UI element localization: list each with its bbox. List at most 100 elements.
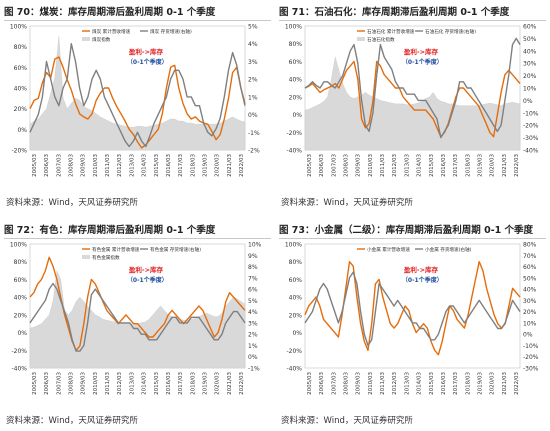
right-axis-tick-label: 10% [523, 86, 537, 93]
x-axis-tick-label: 2019/03 [202, 372, 208, 395]
left-axis-tick-label: -40% [286, 148, 302, 155]
annotation-line1: 盈利->库存 [128, 47, 164, 56]
right-axis-tick-label: 4% [248, 41, 258, 48]
panel-title: 图 71：石油石化：库存周期滞后盈利周期 0-1 个季度 [279, 4, 546, 21]
left-axis-tick-label: 0% [17, 127, 27, 134]
right-axis-tick-label: 30% [523, 61, 537, 68]
series-line-revenue [29, 56, 246, 149]
legend-swatch [357, 37, 365, 41]
right-axis-tick-label: 3% [248, 320, 258, 327]
x-axis-tick-label: 2015/03 [154, 372, 160, 395]
right-axis-tick-label: 0% [523, 332, 533, 339]
left-axis-tick-label: 20% [289, 94, 303, 101]
right-axis-tick-label: 9% [248, 253, 258, 260]
right-axis-tick-label: 50% [523, 275, 537, 282]
x-axis-tick-label: 2011/03 [380, 154, 386, 177]
right-axis-tick-label: 30% [523, 298, 537, 305]
x-axis-tick-label: 2011/03 [105, 372, 111, 395]
right-axis-tick-label: 3% [248, 59, 258, 66]
x-axis-tick-label: 2009/03 [356, 154, 362, 177]
legend-label: 石油石化指数 [367, 36, 395, 43]
x-axis-tick-label: 2005/03 [307, 154, 313, 177]
right-axis-tick-label: 40% [523, 287, 537, 294]
x-axis-tick-label: 2019/03 [477, 372, 483, 395]
annotation-line1: 盈利->库存 [403, 47, 439, 56]
left-axis-tick-label: 0% [292, 112, 302, 119]
x-axis-tick-label: 2010/03 [93, 372, 99, 395]
x-axis-tick-label: 2010/03 [93, 154, 99, 177]
right-axis-tick-label: -10% [523, 110, 539, 117]
right-axis-tick-label: 10% [248, 242, 262, 249]
x-axis-tick-label: 2017/03 [178, 154, 184, 177]
annotation-line1: 盈利->库存 [403, 265, 439, 274]
x-axis-tick-label: 2018/03 [465, 154, 471, 177]
right-axis-tick-label: -10% [523, 343, 539, 350]
chart-panel-petrochem: 图 71：石油石化：库存周期滞后盈利周期 0-1 个季度 100% 80% 60% 4… [277, 2, 548, 212]
x-axis-tick-label: 2012/03 [392, 372, 398, 395]
x-axis-tick-label: 2020/03 [215, 154, 221, 177]
left-axis-tick-label: -40% [11, 366, 27, 373]
left-axis-tick-label: 20% [14, 312, 28, 319]
x-axis-tick-label: 2008/03 [344, 154, 350, 177]
right-axis-tick-label: 2% [248, 77, 258, 84]
right-axis-tick-label: 1% [248, 94, 258, 101]
right-axis-tick-label: 60% [523, 264, 537, 271]
x-axis-tick-label: 2009/03 [81, 372, 87, 395]
x-axis-tick-label: 2014/03 [417, 154, 423, 177]
legend-swatch [82, 37, 90, 41]
x-axis-tick-label: 2014/03 [142, 154, 148, 177]
x-axis-tick-label: 2007/03 [331, 154, 337, 177]
left-axis-tick-label: 60% [14, 277, 28, 284]
x-axis-tick-label: 2021/03 [227, 154, 233, 177]
left-axis-tick-label: 80% [14, 44, 28, 51]
x-axis-tick-label: 2022/03 [239, 154, 245, 177]
left-axis-tick-label: 0% [17, 330, 27, 337]
annotation-line2: （0-1个季度） [402, 58, 443, 66]
x-axis-tick-label: 2020/03 [490, 372, 496, 395]
source-note: 资料来源：Wind，天风证券研究所 [281, 198, 413, 208]
x-axis-tick-label: 2017/03 [178, 372, 184, 395]
x-axis-tick-label: 2013/03 [129, 154, 135, 177]
annotation-line1: 盈利->库存 [128, 265, 164, 274]
right-axis-tick-label: 40% [523, 48, 537, 55]
right-axis-tick-label: 60% [523, 24, 537, 31]
series-line-inventory [304, 37, 521, 139]
x-axis-tick-label: 2014/03 [142, 372, 148, 395]
left-axis-tick-label: 40% [289, 295, 303, 302]
right-axis-tick-label: 8% [248, 264, 258, 271]
chart-coal: 100% 80% 60% 40% 20% 0% -20% 5% 4% 3% 2% 1% 0% -1% -2%… [10, 24, 260, 177]
x-axis-tick-label: 2011/03 [105, 154, 111, 177]
panel-title: 图 73：小金属（二级）：库存周期滞后盈利周期 0-1 个季度 [279, 222, 546, 239]
x-axis-tick-label: 2005/03 [307, 372, 313, 395]
right-axis-tick-label: -30% [523, 366, 539, 373]
x-axis-tick-label: 2007/03 [56, 154, 62, 177]
left-axis-tick-label: 40% [14, 86, 28, 93]
x-axis-tick-label: 2007/03 [56, 372, 62, 395]
right-axis-tick-label: 2% [248, 332, 258, 339]
x-axis-tick-label: 2012/03 [392, 154, 398, 177]
x-axis-tick-label: 2021/03 [227, 372, 233, 395]
series-area-index [29, 269, 246, 369]
annotation-line2: （0-1个季度） [402, 276, 443, 284]
series-area-index [304, 56, 521, 151]
left-axis-tick-label: 20% [289, 312, 303, 319]
x-axis-tick-label: 2012/03 [117, 372, 123, 395]
legend-label: 煤炭 存货增速(右轴) [150, 28, 192, 35]
legend-label: 小金属 存货增速(右轴) [425, 246, 472, 253]
left-axis-tick-label: 40% [14, 295, 28, 302]
x-axis-tick-label: 2022/03 [514, 372, 520, 395]
left-axis-tick-label: 80% [14, 259, 28, 266]
x-axis-tick-label: 2013/03 [404, 372, 410, 395]
legend-label: 石油石化 存货增速(右轴) [425, 28, 476, 35]
right-axis-tick-label: -1% [248, 130, 260, 137]
left-axis-tick-label: -20% [11, 348, 27, 355]
right-axis-tick-label: 10% [523, 320, 537, 327]
legend-label: 有色金属 累计营收增速 [92, 246, 140, 253]
x-axis-tick-label: 2007/03 [331, 372, 337, 395]
x-axis-tick-label: 2006/03 [319, 154, 325, 177]
legend-label: 有色金属指数 [92, 254, 120, 261]
right-axis-tick-label: 5% [248, 24, 258, 31]
left-axis-tick-label: 60% [14, 65, 28, 72]
source-note: 资料来源：Wind，天风证券研究所 [6, 198, 138, 208]
x-axis-tick-label: 2021/03 [502, 372, 508, 395]
